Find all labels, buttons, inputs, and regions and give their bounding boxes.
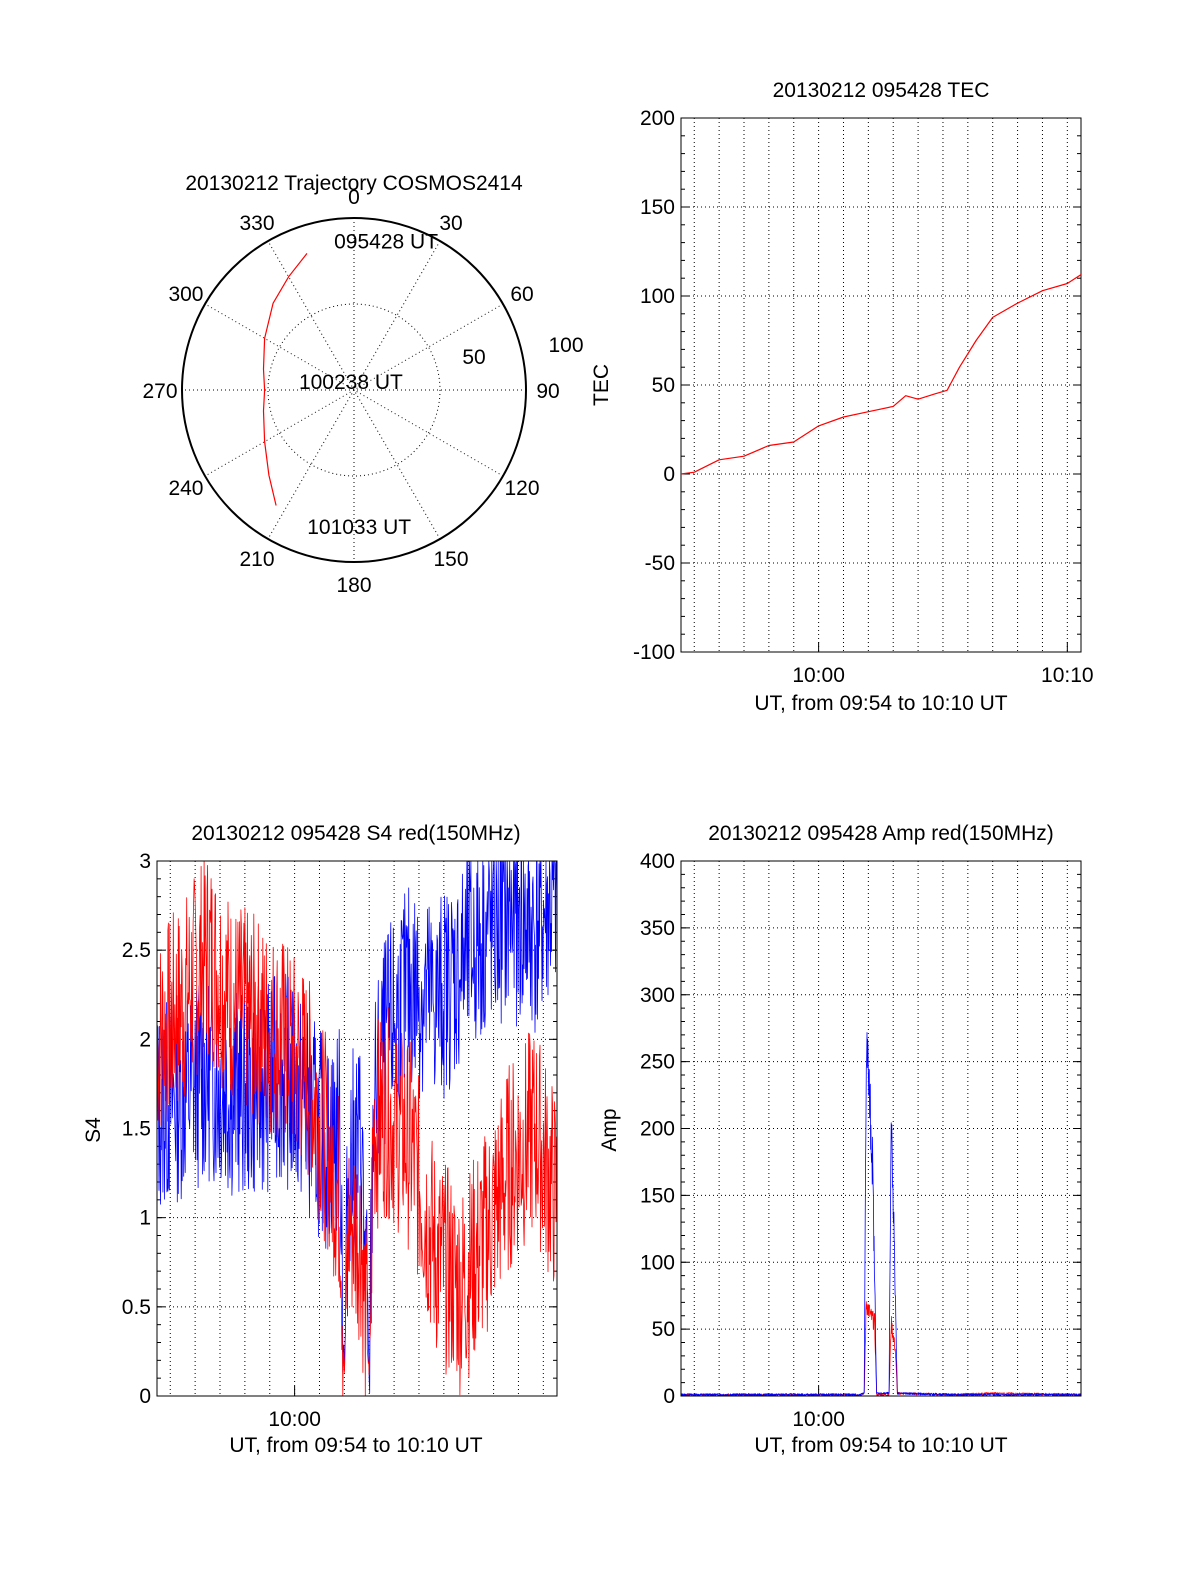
tec-x-tick-labels: 10:00 10:10 <box>792 664 1093 687</box>
amp-y-tick-label: 0 <box>663 1385 675 1408</box>
tec-y-tick-label: 100 <box>640 285 675 308</box>
amp-y-tick-label: 100 <box>640 1251 675 1274</box>
elevation-labels: 50 100 <box>462 334 583 369</box>
s4-y-tick-label: 1 <box>139 1207 151 1230</box>
polar-outer-circle <box>181 217 527 563</box>
s4-series <box>156 860 558 1397</box>
amp-chart: 20130212 095428 Amp red(150MHz) 0 50 100 15… <box>598 822 1082 1457</box>
s4-y-tick-label: 1.5 <box>122 1118 151 1141</box>
trajectory-line <box>262 253 308 506</box>
tec-y-tick-label: -100 <box>633 641 675 664</box>
azimuth-label: 0 <box>348 186 360 209</box>
tec-y-tick-label: 0 <box>663 463 675 486</box>
amp-y-tick-label: 150 <box>640 1184 675 1207</box>
polar-grid <box>182 218 526 562</box>
amp-y-axis-label: Amp <box>598 1108 621 1151</box>
polar-grid-spoke <box>267 240 441 540</box>
s4-x-tick-label: 10:00 <box>268 1408 321 1431</box>
s4-y-tick-labels: 0 0.5 1 1.5 2 2.5 3 <box>122 850 151 1408</box>
tec-y-tick-label: 150 <box>640 196 675 219</box>
s4-y-tick-label: 0 <box>139 1385 151 1408</box>
s4-y-axis-label: S4 <box>82 1117 105 1143</box>
trajectory-time-label: 101033 UT <box>307 516 411 539</box>
azimuth-label: 300 <box>168 283 203 306</box>
tec-y-axis-label: TEC <box>590 364 613 406</box>
trajectory-time-label: 100238 UT <box>299 371 403 394</box>
azimuth-label: 150 <box>433 548 468 571</box>
s4-line-blue <box>156 860 558 1394</box>
azimuth-label: 90 <box>536 380 559 403</box>
s4-chart: 20130212 095428 S4 red(150MHz) 0 0.5 1 1.5 2… <box>82 822 558 1457</box>
amp-grid <box>681 860 1081 1397</box>
tec-grid <box>681 117 1081 653</box>
azimuth-label: 270 <box>142 380 177 403</box>
azimuth-label: 60 <box>510 283 533 306</box>
azimuth-labels: 0 30 60 90 120 150 180 210 240 270 300 330 <box>142 186 559 597</box>
amp-x-tick-labels: 10:00 <box>792 1408 845 1431</box>
trajectory-annotations: 095428 UT 100238 UT 101033 UT <box>299 231 438 539</box>
elevation-label: 100 <box>548 334 583 357</box>
s4-line-red <box>156 860 558 1397</box>
amp-y-tick-label: 400 <box>640 850 675 873</box>
polar-grid-ring <box>267 303 441 477</box>
amp-x-axis-label: UT, from 09:54 to 10:10 UT <box>754 1434 1007 1457</box>
amp-x-tick-label: 10:00 <box>792 1408 845 1431</box>
tec-x-tick-label: 10:10 <box>1041 664 1094 687</box>
trajectory-polar-plot: 20130212 Trajectory COSMOS2414 0 30 60 90 12… <box>142 172 583 597</box>
amp-line-blue <box>680 1032 1082 1397</box>
amp-y-tick-label: 250 <box>640 1051 675 1074</box>
s4-y-tick-label: 2 <box>139 1028 151 1051</box>
s4-x-axis-label: UT, from 09:54 to 10:10 UT <box>229 1434 482 1457</box>
azimuth-label: 120 <box>504 477 539 500</box>
azimuth-label: 210 <box>239 548 274 571</box>
amp-y-tick-label: 300 <box>640 984 675 1007</box>
amp-y-tick-label: 50 <box>652 1318 675 1341</box>
trajectory-series <box>262 253 308 506</box>
tec-y-tick-label: 200 <box>640 107 675 130</box>
azimuth-label: 30 <box>439 212 462 235</box>
amp-plot-frame <box>680 860 1082 1397</box>
s4-y-tick-label: 2.5 <box>122 939 151 962</box>
amp-line-red <box>680 1301 1082 1397</box>
s4-y-tick-label: 3 <box>139 850 151 873</box>
tec-y-tick-label: -50 <box>645 552 675 575</box>
tec-line-red <box>680 274 1082 475</box>
tec-x-tick-label: 10:00 <box>792 664 845 687</box>
s4-title: 20130212 095428 S4 red(150MHz) <box>191 822 520 845</box>
amp-series <box>680 1032 1082 1397</box>
azimuth-label: 330 <box>239 212 274 235</box>
amp-y-tick-labels: 0 50 100 150 200 250 300 350 400 <box>640 850 675 1408</box>
tec-y-tick-label: 50 <box>652 374 675 397</box>
tec-series <box>680 274 1082 475</box>
amp-title: 20130212 095428 Amp red(150MHz) <box>708 822 1054 845</box>
azimuth-label: 240 <box>168 477 203 500</box>
s4-plot-frame <box>156 860 558 1397</box>
tec-x-axis-label: UT, from 09:54 to 10:10 UT <box>754 692 1007 715</box>
tec-y-tick-labels: -100 -50 0 50 100 150 200 <box>633 107 675 664</box>
amp-y-tick-label: 350 <box>640 917 675 940</box>
tec-chart: 20130212 095428 TEC -100-50050100150200 … <box>590 79 1094 715</box>
elevation-label: 50 <box>462 346 485 369</box>
trajectory-time-label: 095428 UT <box>334 231 438 254</box>
tec-title: 20130212 095428 TEC <box>773 79 990 102</box>
amp-y-tick-label: 200 <box>640 1118 675 1141</box>
azimuth-label: 180 <box>336 574 371 597</box>
s4-y-tick-label: 0.5 <box>122 1296 151 1319</box>
trajectory-title: 20130212 Trajectory COSMOS2414 <box>185 172 523 195</box>
tec-plot-frame <box>680 117 1082 653</box>
s4-x-tick-labels: 10:00 <box>268 1408 321 1431</box>
